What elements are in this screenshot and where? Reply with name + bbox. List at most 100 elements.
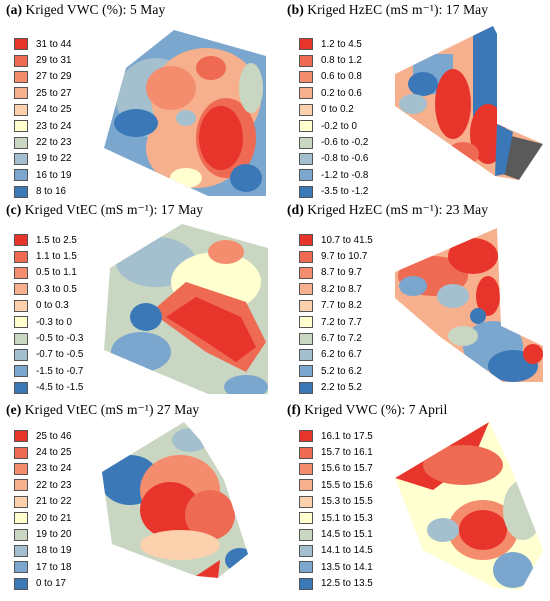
legend-label: 1.5 to 2.5	[36, 234, 77, 246]
legend-swatch	[299, 348, 313, 361]
legend-item: 19 to 20	[14, 526, 71, 542]
legend-label: 0 to 17	[36, 578, 66, 590]
legend-label: -1.5 to -0.7	[36, 365, 84, 377]
legend-swatch	[14, 462, 28, 475]
legend-label: -0.3 to 0	[36, 316, 72, 328]
legend-label: 27 to 29	[36, 71, 72, 83]
legend-swatch	[14, 479, 28, 492]
legend-item: 0 to 17	[14, 576, 71, 592]
legend-item: 22 to 23	[14, 477, 71, 493]
panel-letter: (c)	[6, 202, 22, 217]
legend-swatch	[14, 348, 28, 361]
legend-swatch	[299, 54, 313, 67]
legend-item: 23 to 24	[14, 118, 71, 134]
legend-item: 16.1 to 17.5	[299, 428, 373, 444]
legend-label: 22 to 23	[36, 137, 72, 149]
panel-c: (c) Kriged VtEC (mS m⁻¹): 17 May 1.5 to …	[0, 200, 275, 400]
legend-item: 6.7 to 7.2	[299, 330, 373, 346]
legend-item: 13.5 to 14.1	[299, 559, 373, 575]
legend-label: 19 to 20	[36, 529, 72, 541]
legend-swatch	[299, 365, 313, 378]
panel-letter: (e)	[6, 402, 22, 417]
legend: 31 to 44 29 to 31 27 to 29 25 to 27 24 to 25…	[14, 36, 71, 200]
legend-label: 0 to 0.2	[321, 104, 354, 116]
panel-a: (a) Kriged VWC (%): 5 May 31 to 44 29 to …	[0, 0, 275, 200]
legend-item: 0 to 0.3	[14, 298, 83, 314]
legend-item: 8.2 to 8.7	[299, 281, 373, 297]
legend-swatch	[14, 495, 28, 508]
panel-letter: (a)	[6, 2, 23, 17]
legend-label: 21 to 22	[36, 496, 72, 508]
panel-title-text: Kriged VtEC (mS m⁻¹) 27 May	[24, 402, 200, 417]
legend-label: 10.7 to 41.5	[321, 234, 373, 246]
legend-swatch	[14, 561, 28, 574]
legend-label: 14.1 to 14.5	[321, 545, 373, 557]
legend-label: 7.2 to 7.7	[321, 316, 362, 328]
panel-letter: (f)	[287, 402, 301, 417]
legend-swatch	[14, 185, 28, 198]
legend-swatch	[14, 103, 28, 116]
legend-label: 18 to 19	[36, 545, 72, 557]
panel-title: (f) Kriged VWC (%): 7 April	[287, 402, 447, 418]
legend-swatch	[299, 446, 313, 459]
legend-swatch	[14, 120, 28, 133]
legend-item: -0.5 to -0.3	[14, 330, 83, 346]
panel-d: (d) Kriged HzEC (mS m⁻¹): 23 May 10.7 to…	[275, 200, 550, 400]
legend-label: -0.8 to -0.6	[321, 153, 369, 165]
legend-item: 7.7 to 8.2	[299, 298, 373, 314]
panel-b: (b) Kriged HzEC (mS m⁻¹): 17 May 1.2 to …	[275, 0, 550, 200]
legend-item: -4.5 to -1.5	[14, 380, 83, 396]
legend-swatch	[299, 152, 313, 165]
legend-item: 31 to 44	[14, 36, 71, 52]
legend-item: 0.6 to 0.8	[299, 69, 368, 85]
panel-title: (e) Kriged VtEC (mS m⁻¹) 27 May	[6, 402, 199, 418]
kriged-map	[100, 420, 250, 580]
kriged-map	[393, 24, 545, 180]
legend-label: 23 to 24	[36, 120, 72, 132]
legend-item: 17 to 18	[14, 559, 71, 575]
kriged-map	[393, 226, 547, 386]
legend-label: 2.2 to 5.2	[321, 382, 362, 394]
legend: 25 to 46 24 to 25 23 to 24 22 to 23 21 to 22…	[14, 428, 71, 592]
legend-label: 16.1 to 17.5	[321, 430, 373, 442]
legend-swatch	[14, 316, 28, 329]
kriged-map	[96, 222, 272, 398]
legend-swatch	[299, 185, 313, 198]
legend-swatch	[299, 120, 313, 133]
panel-title: (b) Kriged HzEC (mS m⁻¹): 17 May	[287, 2, 488, 18]
legend-swatch	[14, 512, 28, 525]
legend-swatch	[299, 103, 313, 116]
legend-label: 1.1 to 1.5	[36, 251, 77, 263]
legend-label: 15.7 to 16.1	[321, 447, 373, 459]
legend-swatch	[299, 283, 313, 296]
legend-swatch	[14, 381, 28, 394]
legend-item: 15.7 to 16.1	[299, 444, 373, 460]
legend-item: 23 to 24	[14, 461, 71, 477]
legend-label: 20 to 21	[36, 512, 72, 524]
legend-swatch	[14, 299, 28, 312]
legend-swatch	[299, 169, 313, 182]
legend-item: 21 to 22	[14, 494, 71, 510]
legend-swatch	[14, 234, 28, 247]
panel-title: (c) Kriged VtEC (mS m⁻¹): 17 May	[6, 202, 203, 218]
legend-item: 22 to 23	[14, 134, 71, 150]
legend-swatch	[14, 54, 28, 67]
legend-swatch	[14, 152, 28, 165]
legend-item: 0.2 to 0.6	[299, 85, 368, 101]
panel-title-text: Kriged HzEC (mS m⁻¹): 17 May	[307, 2, 489, 17]
legend-item: 12.5 to 13.5	[299, 576, 373, 592]
legend: 1.5 to 2.5 1.1 to 1.5 0.5 to 1.1 0.3 to 0.5…	[14, 232, 83, 396]
legend-item: 15.1 to 15.3	[299, 510, 373, 526]
legend-label: 8 to 16	[36, 186, 66, 198]
legend-label: 0.8 to 1.2	[321, 55, 362, 67]
legend-item: 7.2 to 7.7	[299, 314, 373, 330]
legend-swatch	[14, 577, 28, 590]
legend-item: -3.5 to -1.2	[299, 184, 368, 200]
legend-label: 0.6 to 0.8	[321, 71, 362, 83]
legend-label: 15.5 to 15.6	[321, 479, 373, 491]
legend-item: -0.8 to -0.6	[299, 151, 368, 167]
legend-swatch	[299, 430, 313, 443]
legend-label: 9.7 to 10.7	[321, 251, 368, 263]
legend-swatch	[14, 87, 28, 100]
legend-swatch	[14, 266, 28, 279]
